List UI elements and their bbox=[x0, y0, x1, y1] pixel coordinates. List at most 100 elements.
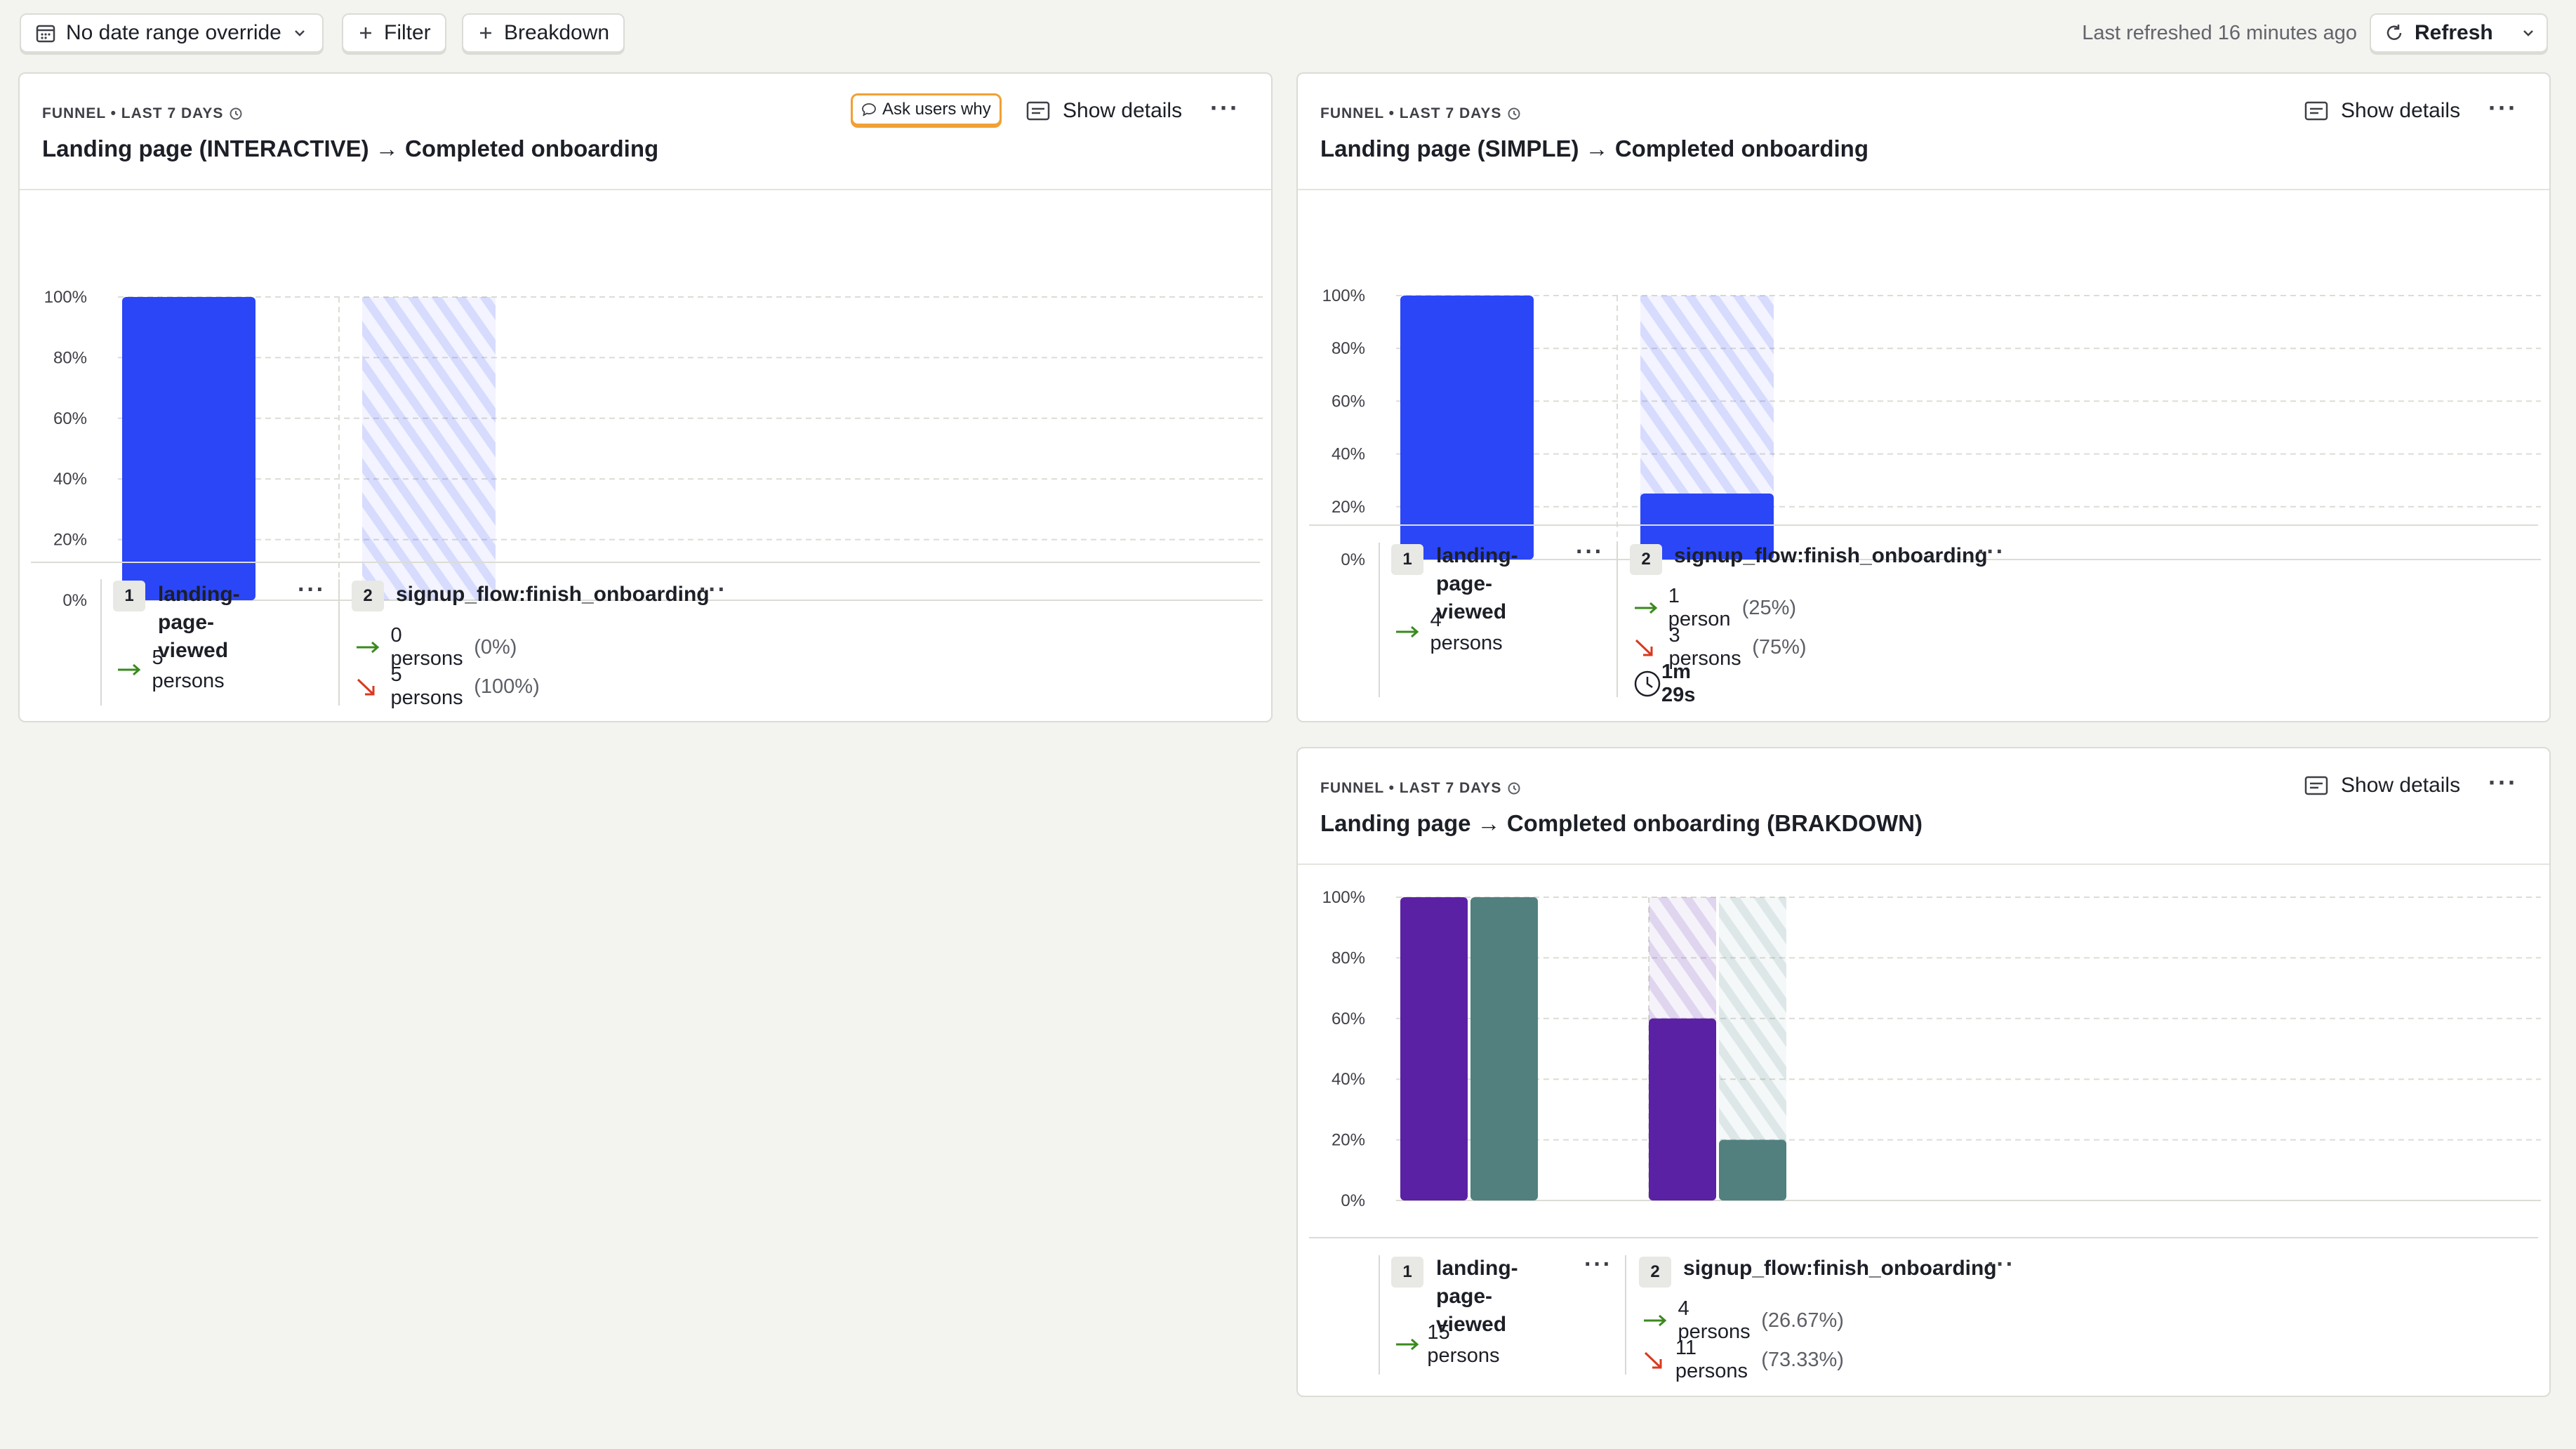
step-time-to-convert: 1m 29s bbox=[1633, 661, 1708, 707]
card-title[interactable]: Landing page → Completed onboarding (BRA… bbox=[1320, 810, 1923, 836]
card-title[interactable]: Landing page (INTERACTIVE) → Completed o… bbox=[42, 135, 659, 161]
card-meta: FUNNEL • LAST 7 DAYS bbox=[1320, 780, 1521, 797]
date-range-override-button[interactable]: No date range override bbox=[20, 13, 324, 53]
legend-separator bbox=[1309, 524, 2538, 526]
y-tick-label: 100% bbox=[1322, 286, 1365, 305]
card-header: FUNNEL • LAST 7 DAYS Landing page (SIMPL… bbox=[1298, 74, 2549, 190]
legend-divider bbox=[100, 579, 102, 706]
breakdown-button[interactable]: Breakdown bbox=[462, 13, 625, 53]
more-options-icon[interactable]: ··· bbox=[2488, 768, 2518, 797]
step-more-icon[interactable]: ··· bbox=[298, 576, 326, 603]
legend-separator bbox=[31, 562, 1260, 563]
more-options-icon[interactable]: ··· bbox=[1210, 93, 1240, 122]
arrow-down-right-icon bbox=[357, 678, 375, 696]
card-title[interactable]: Landing page (SIMPLE) → Completed onboar… bbox=[1320, 135, 1868, 161]
card-header: FUNNEL • LAST 7 DAYS Landing page → Comp… bbox=[1298, 748, 2549, 865]
step-name[interactable]: landing-page-viewed bbox=[1436, 544, 1518, 623]
y-tick-label: 40% bbox=[1332, 445, 1365, 464]
more-options-icon[interactable]: ··· bbox=[2488, 93, 2518, 122]
y-tick-label: 100% bbox=[1322, 888, 1365, 907]
y-tick-label: 80% bbox=[1332, 948, 1365, 967]
arrow-right-icon bbox=[1644, 1314, 1667, 1327]
show-details-label: Show details bbox=[2341, 99, 2461, 122]
step-number: 1 bbox=[1391, 544, 1423, 575]
step-name[interactable]: landing-page-viewed bbox=[1436, 1257, 1518, 1336]
step-converted: 0 persons (0%) bbox=[355, 624, 517, 670]
card-header: FUNNEL • LAST 7 DAYS Landing page (INTER… bbox=[20, 74, 1271, 190]
show-details-button[interactable]: Show details bbox=[1026, 99, 1182, 123]
y-tick-label: 40% bbox=[1332, 1070, 1365, 1089]
step-number: 2 bbox=[1639, 1257, 1671, 1288]
plus-icon bbox=[480, 27, 491, 39]
y-tick-label: 20% bbox=[1332, 1131, 1365, 1150]
show-details-label: Show details bbox=[2341, 774, 2461, 797]
funnel-card-breakdown: FUNNEL • LAST 7 DAYS Landing page → Comp… bbox=[1296, 747, 2551, 1397]
step-number: 2 bbox=[1630, 544, 1662, 575]
legend-divider bbox=[1379, 543, 1380, 697]
refresh-button[interactable]: Refresh bbox=[2370, 13, 2548, 53]
y-tick-label: 20% bbox=[53, 531, 87, 550]
step-number: 2 bbox=[352, 581, 384, 611]
filter-button[interactable]: Filter bbox=[342, 13, 446, 53]
step-converted: 4 persons bbox=[1395, 609, 1508, 655]
last-refreshed-text: Last refreshed 16 minutes ago bbox=[2082, 22, 2357, 44]
show-details-button[interactable]: Show details bbox=[2304, 99, 2460, 123]
funnel-chart: 100% 80% 60% 40% 20% 0% bbox=[1322, 286, 2541, 569]
step-more-icon[interactable]: ··· bbox=[699, 576, 727, 603]
refresh-icon bbox=[2386, 25, 2402, 40]
arrow-right-icon bbox=[357, 641, 380, 654]
y-tick-label: 80% bbox=[1332, 339, 1365, 358]
bar bbox=[1400, 296, 1534, 560]
details-icon bbox=[2304, 101, 2328, 121]
step-number: 1 bbox=[1391, 1257, 1423, 1288]
clock-icon bbox=[1634, 670, 1661, 697]
clock-icon bbox=[230, 107, 242, 120]
legend-divider bbox=[338, 579, 340, 706]
step-name[interactable]: signup_flow:finish_onboarding bbox=[396, 583, 710, 606]
show-details-button[interactable]: Show details bbox=[2304, 774, 2460, 798]
bar bbox=[122, 297, 255, 600]
step-converted: 4 persons (26.67%) bbox=[1642, 1297, 1844, 1344]
step-name[interactable]: signup_flow:finish_onboarding bbox=[1683, 1257, 1997, 1280]
bar bbox=[1400, 897, 1468, 1200]
y-tick-label: 60% bbox=[1332, 392, 1365, 411]
step-dropped: 11 persons (73.33%) bbox=[1642, 1337, 1844, 1383]
ask-users-why-button[interactable]: Ask users why bbox=[851, 93, 1002, 126]
funnel-chart: 100% 80% 60% 40% 20% 0% bbox=[44, 288, 1263, 610]
arrow-right-icon bbox=[118, 663, 141, 676]
step-more-icon[interactable]: ··· bbox=[1584, 1251, 1612, 1278]
step-more-icon[interactable]: ··· bbox=[1576, 538, 1604, 565]
y-tick-label: 100% bbox=[44, 288, 87, 307]
chevron-down-icon bbox=[294, 30, 305, 37]
arrow-right-icon bbox=[1396, 1338, 1419, 1351]
step-name[interactable]: landing-page-viewed bbox=[158, 583, 240, 662]
legend-divider bbox=[1379, 1255, 1380, 1375]
dropoff-bar bbox=[362, 297, 496, 600]
bar bbox=[1640, 494, 1774, 560]
step-more-icon[interactable]: ··· bbox=[1977, 538, 2005, 565]
card-meta-label: FUNNEL • LAST 7 DAYS bbox=[1320, 780, 1502, 796]
y-tick-label: 20% bbox=[1332, 498, 1365, 517]
details-icon bbox=[1026, 101, 1050, 121]
y-tick-label: 60% bbox=[1332, 1010, 1365, 1028]
arrow-down-right-icon bbox=[1635, 639, 1653, 656]
details-icon bbox=[2304, 776, 2328, 795]
clock-icon bbox=[1508, 782, 1520, 795]
clock-icon bbox=[1508, 107, 1520, 120]
card-meta: FUNNEL • LAST 7 DAYS bbox=[42, 105, 243, 122]
step-converted: 5 persons bbox=[117, 647, 230, 693]
bar bbox=[1470, 897, 1538, 1200]
step-more-icon[interactable]: ··· bbox=[1987, 1251, 2015, 1278]
filter-label: Filter bbox=[384, 21, 431, 44]
step-dropped: 3 persons (75%) bbox=[1633, 624, 1807, 670]
chevron-down-icon[interactable] bbox=[2520, 25, 2537, 41]
calendar-icon bbox=[36, 25, 55, 43]
card-meta-label: FUNNEL • LAST 7 DAYS bbox=[1320, 105, 1502, 121]
funnel-chart: 100% 80% 60% 40% 20% 0% bbox=[1322, 888, 2541, 1210]
legend-divider bbox=[1625, 1255, 1626, 1375]
y-tick-label: 60% bbox=[53, 409, 87, 428]
step-name[interactable]: signup_flow:finish_onboarding bbox=[1674, 544, 1988, 567]
bar bbox=[1649, 1018, 1716, 1200]
arrow-down-right-icon bbox=[1644, 1351, 1662, 1369]
y-tick-label: 0% bbox=[1341, 550, 1365, 569]
